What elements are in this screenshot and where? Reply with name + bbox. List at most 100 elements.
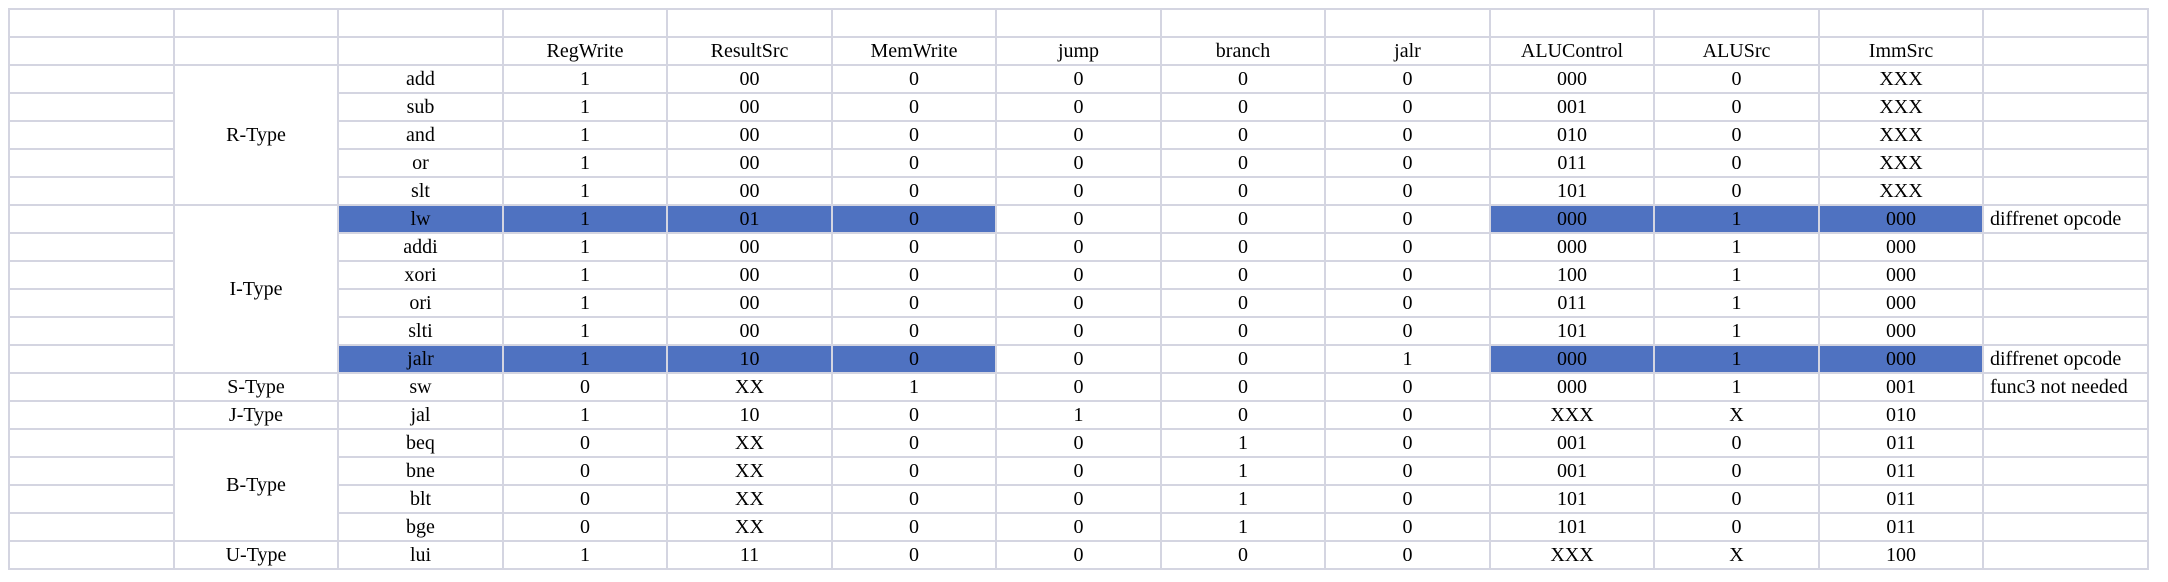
empty-cell bbox=[502, 8, 668, 38]
signal-value: 0 bbox=[1160, 344, 1326, 374]
signal-value: 000 bbox=[1818, 316, 1984, 346]
signal-value: 1 bbox=[1160, 428, 1326, 458]
signal-value: 0 bbox=[1324, 288, 1491, 318]
signal-value: 01 bbox=[666, 204, 833, 234]
instruction-name: blt bbox=[337, 484, 504, 514]
signal-value: 010 bbox=[1489, 120, 1655, 150]
signal-value: 0 bbox=[1160, 64, 1326, 94]
instruction-name: lui bbox=[337, 540, 504, 570]
signal-value: 0 bbox=[1160, 148, 1326, 178]
signal-value: 000 bbox=[1489, 232, 1655, 262]
signal-value: 101 bbox=[1489, 512, 1655, 542]
signal-value: 0 bbox=[1324, 540, 1491, 570]
empty-cell bbox=[173, 8, 339, 38]
empty-cell bbox=[666, 8, 833, 38]
empty-row bbox=[8, 8, 2149, 38]
signal-value: 1 bbox=[502, 400, 668, 430]
signal-value: 1 bbox=[502, 64, 668, 94]
signal-value: 0 bbox=[1160, 92, 1326, 122]
note-cell bbox=[1982, 260, 2149, 290]
note-cell bbox=[1982, 484, 2149, 514]
signal-value: 0 bbox=[1160, 288, 1326, 318]
instruction-name: ori bbox=[337, 288, 504, 318]
signal-value: 0 bbox=[1653, 176, 1820, 206]
signal-value: 0 bbox=[831, 428, 997, 458]
note-cell: func3 not needed bbox=[1982, 372, 2149, 402]
table-row: jalr 1 10 0 0 0 1 000 1 000 diffrenet opcode bbox=[8, 344, 2149, 374]
signal-value: 0 bbox=[995, 120, 1162, 150]
instruction-type: S-Type bbox=[173, 372, 339, 402]
signal-value: 0 bbox=[831, 176, 997, 206]
signal-value: 0 bbox=[1160, 540, 1326, 570]
note-cell bbox=[1982, 120, 2149, 150]
empty-cell bbox=[1160, 8, 1326, 38]
signal-value: 1 bbox=[1160, 484, 1326, 514]
signal-value: 0 bbox=[995, 92, 1162, 122]
signal-value: 0 bbox=[1653, 428, 1820, 458]
column-header: ImmSrc bbox=[1818, 36, 1984, 66]
signal-value: 00 bbox=[666, 316, 833, 346]
instruction-name: bne bbox=[337, 456, 504, 486]
table-row: sub 1 00 0 0 0 0 001 0 XXX bbox=[8, 92, 2149, 122]
signal-value: 1 bbox=[502, 288, 668, 318]
signal-value: 0 bbox=[1324, 512, 1491, 542]
note-cell bbox=[1982, 148, 2149, 178]
signal-value: 0 bbox=[502, 428, 668, 458]
table-row: slti 1 00 0 0 0 0 101 1 000 bbox=[8, 316, 2149, 346]
note-cell bbox=[1982, 64, 2149, 94]
signal-value: 000 bbox=[1489, 64, 1655, 94]
instruction-name: or bbox=[337, 148, 504, 178]
signal-value: 0 bbox=[995, 232, 1162, 262]
empty-cell bbox=[1489, 8, 1655, 38]
empty-cell bbox=[8, 176, 175, 206]
signal-value: 1 bbox=[1653, 204, 1820, 234]
signal-value: 100 bbox=[1818, 540, 1984, 570]
signal-value: 0 bbox=[995, 372, 1162, 402]
signal-value: 000 bbox=[1818, 204, 1984, 234]
empty-cell bbox=[1982, 8, 2149, 38]
instruction-name: slt bbox=[337, 176, 504, 206]
note-cell bbox=[1982, 456, 2149, 486]
note-cell bbox=[1982, 540, 2149, 570]
signal-value: 0 bbox=[1324, 400, 1491, 430]
signal-value: 0 bbox=[831, 232, 997, 262]
instruction-type: I-Type bbox=[173, 204, 339, 374]
signal-value: 0 bbox=[1324, 260, 1491, 290]
signal-value: XXX bbox=[1818, 120, 1984, 150]
instruction-name: sub bbox=[337, 92, 504, 122]
signal-value: 0 bbox=[1324, 316, 1491, 346]
signal-value: XXX bbox=[1489, 540, 1655, 570]
signal-value: 00 bbox=[666, 176, 833, 206]
empty-cell bbox=[1982, 36, 2149, 66]
note-cell: diffrenet opcode bbox=[1982, 344, 2149, 374]
signal-value: 0 bbox=[831, 344, 997, 374]
signal-value: 1 bbox=[502, 92, 668, 122]
signal-value: 11 bbox=[666, 540, 833, 570]
signal-value: 000 bbox=[1818, 260, 1984, 290]
signal-value: 0 bbox=[1160, 204, 1326, 234]
empty-cell bbox=[8, 92, 175, 122]
empty-cell bbox=[8, 484, 175, 514]
signal-value: XX bbox=[666, 372, 833, 402]
signal-value: 0 bbox=[1324, 232, 1491, 262]
signal-value: 0 bbox=[502, 512, 668, 542]
table-row: bne 0 XX 0 0 1 0 001 0 011 bbox=[8, 456, 2149, 486]
signal-value: 00 bbox=[666, 64, 833, 94]
note-cell bbox=[1982, 316, 2149, 346]
signal-value: 0 bbox=[995, 456, 1162, 486]
signal-value: 0 bbox=[1160, 120, 1326, 150]
empty-cell bbox=[8, 540, 175, 570]
signal-value: 0 bbox=[831, 484, 997, 514]
signal-value: 000 bbox=[1489, 344, 1655, 374]
signal-value: 1 bbox=[1653, 344, 1820, 374]
signal-value: 1 bbox=[502, 232, 668, 262]
signal-value: 0 bbox=[831, 92, 997, 122]
signal-value: 001 bbox=[1489, 456, 1655, 486]
table-row: addi 1 00 0 0 0 0 000 1 000 bbox=[8, 232, 2149, 262]
signal-value: 101 bbox=[1489, 484, 1655, 514]
signal-value: 0 bbox=[502, 372, 668, 402]
signal-value: 1 bbox=[502, 204, 668, 234]
signal-value: 0 bbox=[995, 260, 1162, 290]
signal-value: 00 bbox=[666, 148, 833, 178]
empty-cell bbox=[8, 316, 175, 346]
